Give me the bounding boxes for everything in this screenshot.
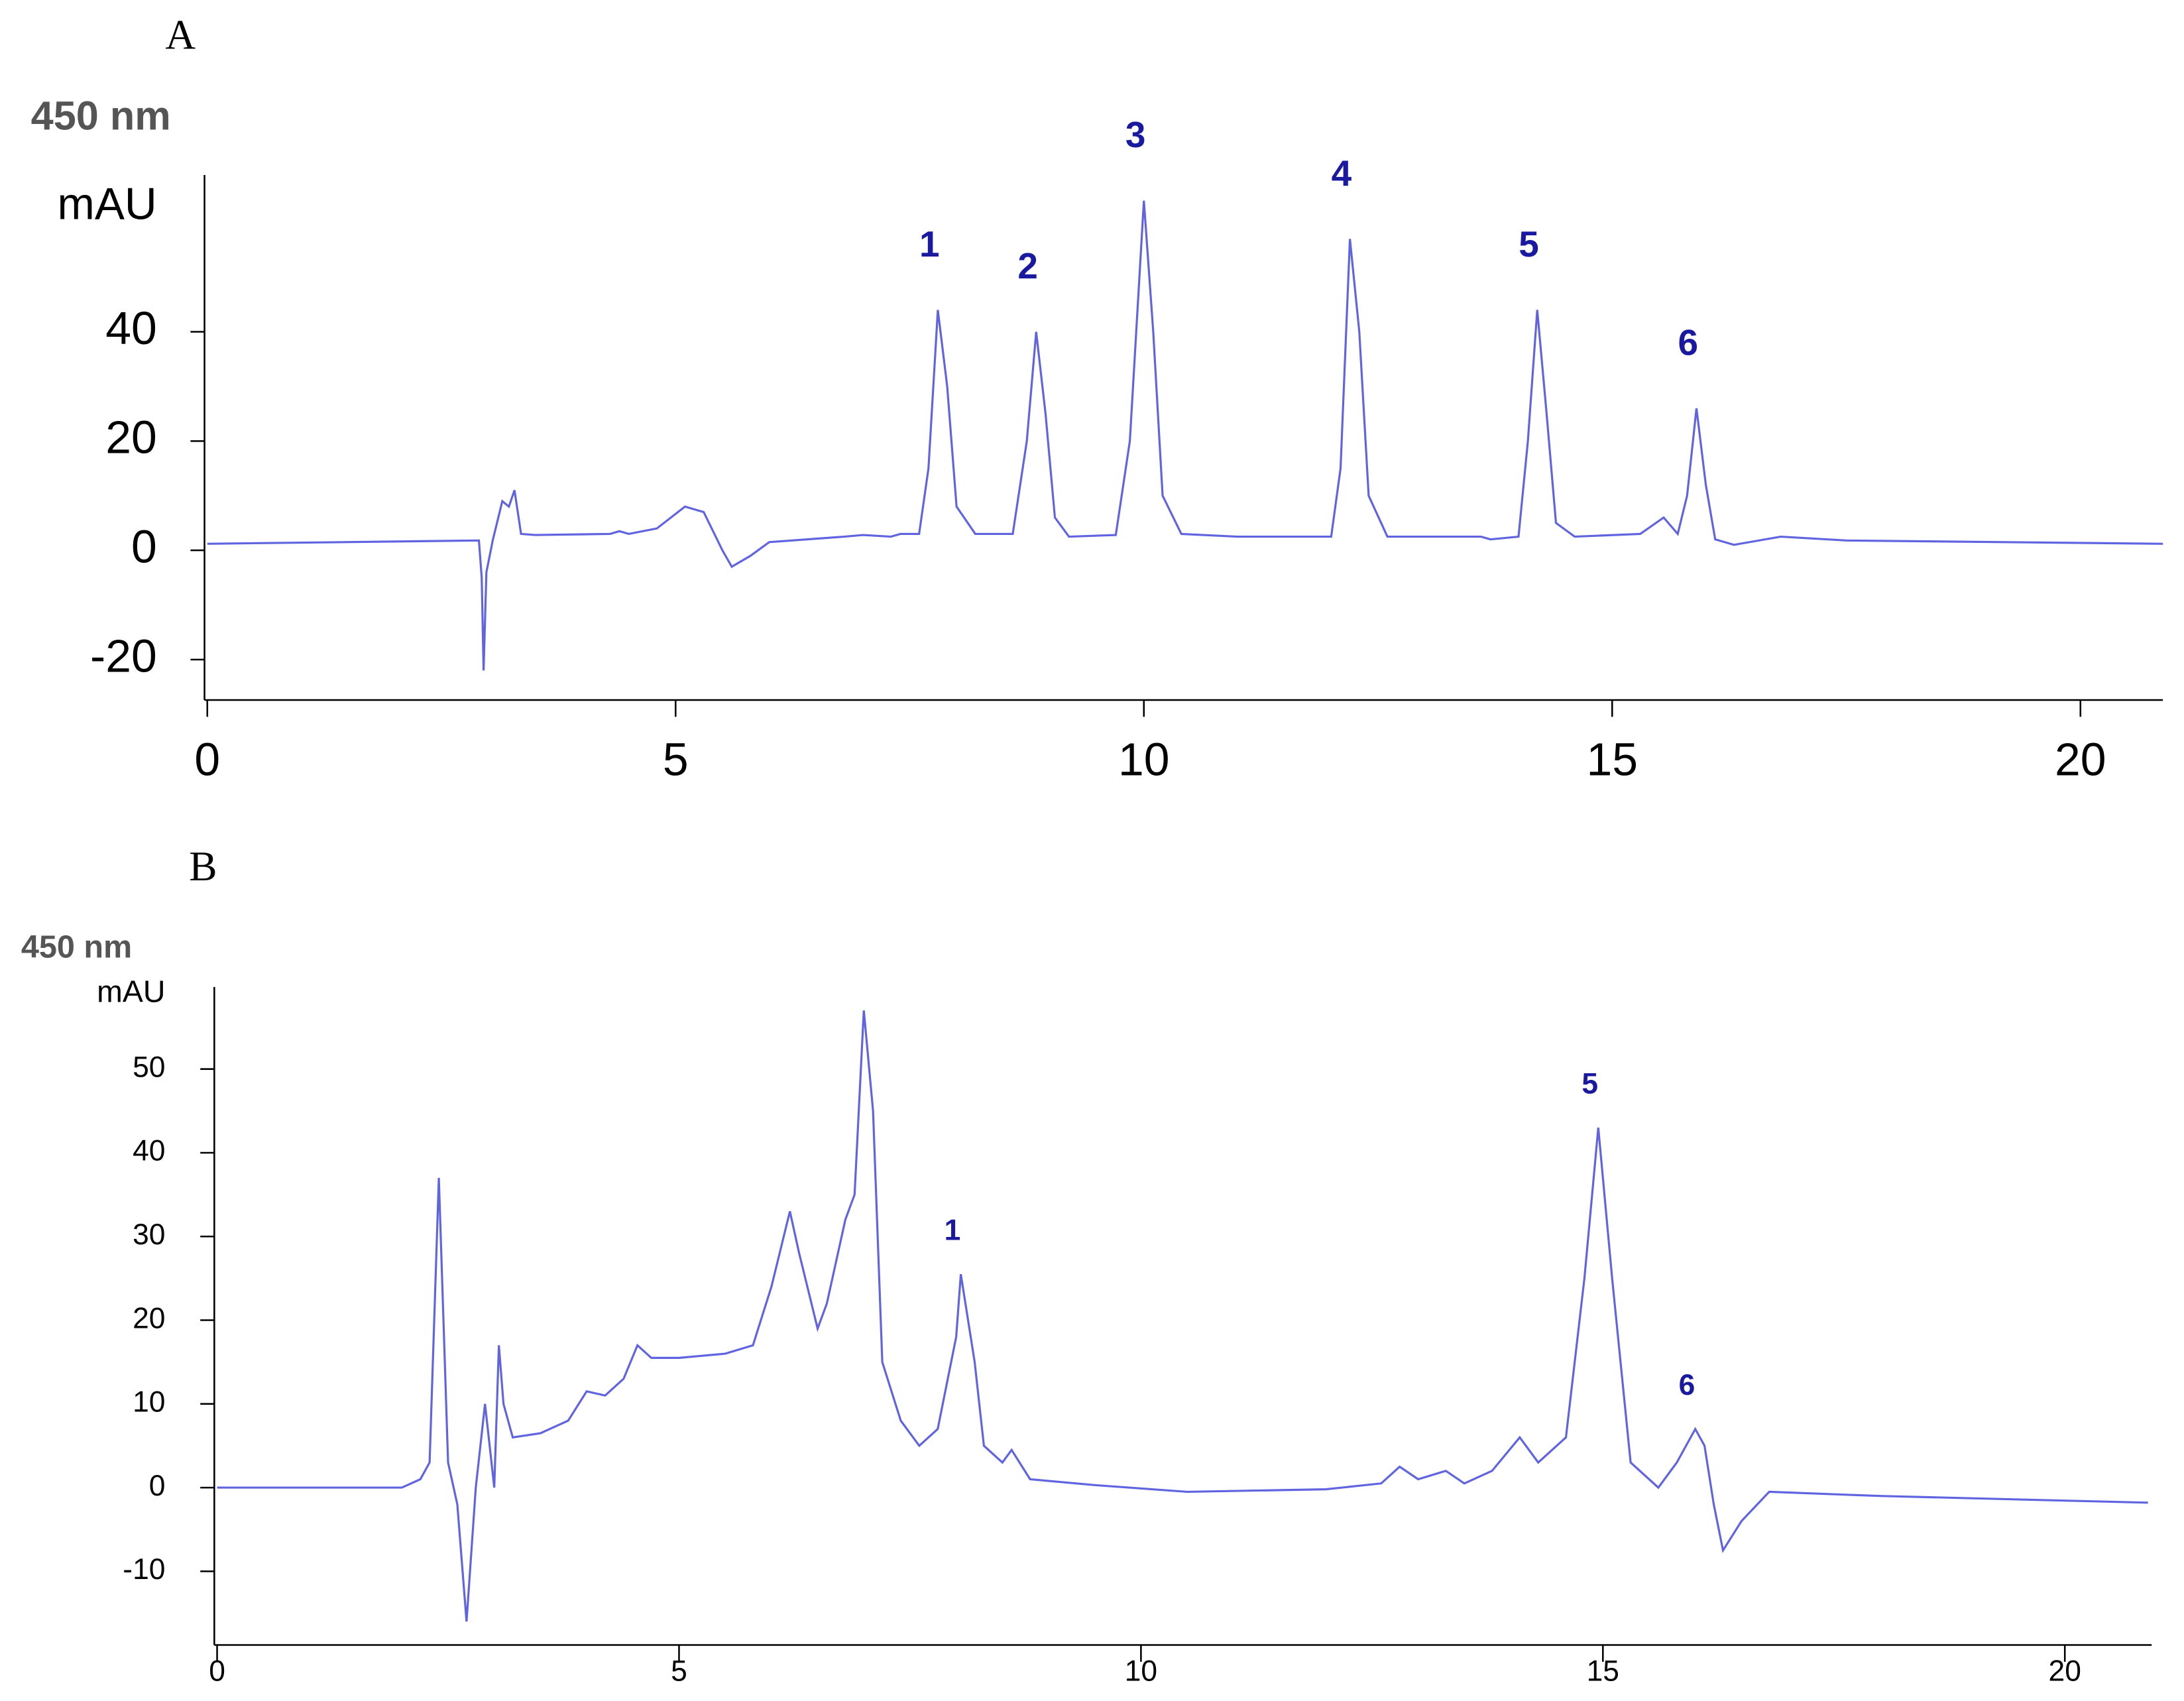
x-tick-label: 10 bbox=[1118, 733, 1170, 785]
y-tick-label: 30 bbox=[133, 1218, 165, 1251]
peak-label: 6 bbox=[1679, 1369, 1695, 1401]
y-tick-label: 0 bbox=[149, 1470, 166, 1502]
peak-label: 4 bbox=[1332, 152, 1352, 194]
x-tick-label: 20 bbox=[2049, 1655, 2081, 1687]
y-axis-label: mAU bbox=[58, 179, 157, 229]
x-tick-label: 20 bbox=[2055, 733, 2106, 785]
y-tick-label: 10 bbox=[133, 1386, 165, 1419]
y-tick-label: -10 bbox=[123, 1553, 165, 1586]
peak-label: 5 bbox=[1581, 1067, 1598, 1100]
peak-label: 1 bbox=[919, 223, 940, 264]
peak-label: 2 bbox=[1017, 245, 1038, 286]
y-tick-label: 0 bbox=[131, 521, 157, 573]
y-tick-label: 40 bbox=[133, 1135, 165, 1167]
x-tick-label: 0 bbox=[194, 733, 220, 785]
wavelength-label: 450 nm bbox=[31, 93, 171, 139]
trace bbox=[217, 1010, 2148, 1622]
y-tick-label: -20 bbox=[90, 630, 157, 681]
peak-label: 3 bbox=[1125, 114, 1146, 155]
y-tick-label: 40 bbox=[105, 302, 157, 354]
x-tick-label: 0 bbox=[209, 1655, 225, 1687]
x-tick-label: 5 bbox=[671, 1655, 687, 1687]
y-tick-label: 20 bbox=[105, 412, 157, 463]
peak-label: 5 bbox=[1519, 223, 1539, 264]
x-tick-label: 15 bbox=[1587, 1655, 1619, 1687]
x-tick-label: 5 bbox=[663, 733, 689, 785]
trace bbox=[207, 200, 2163, 671]
x-tick-label: 10 bbox=[1125, 1655, 1157, 1687]
y-tick-label: 50 bbox=[133, 1051, 165, 1083]
x-tick-label: 15 bbox=[1587, 733, 1638, 785]
peak-label: 6 bbox=[1678, 322, 1699, 363]
peak-label: 1 bbox=[945, 1214, 961, 1246]
y-tick-label: 20 bbox=[133, 1302, 165, 1334]
y-axis-label: mAU bbox=[97, 974, 165, 1009]
wavelength-label: 450 nm bbox=[21, 929, 132, 965]
panel-label: A bbox=[165, 12, 196, 58]
panel-label: B bbox=[189, 843, 217, 890]
